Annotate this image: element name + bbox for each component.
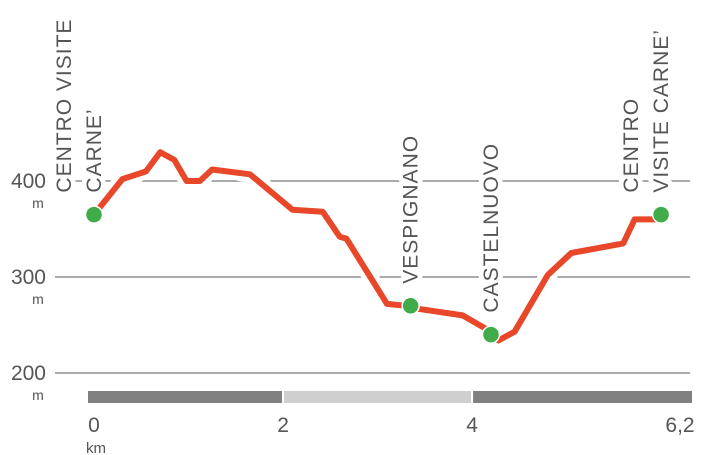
- waypoint-label-halo: VISITE CARNE’: [650, 29, 673, 193]
- y-tick-label-400: 400: [11, 170, 46, 193]
- y-unit-label: m: [32, 195, 44, 211]
- x-unit-label: km: [86, 440, 106, 455]
- scale-bar-segment-1: [88, 391, 283, 403]
- x-axis-ticks: 0 km 2 4 6,2: [86, 414, 695, 455]
- y-unit-label: m: [32, 291, 44, 307]
- waypoint-label-halo: CENTRO VISITE: [53, 19, 76, 193]
- waypoint-label-halo: CASTELNUOVO: [480, 143, 503, 313]
- scale-bar-segment-2: [284, 391, 472, 403]
- x-tick-label-6-2: 6,2: [665, 414, 694, 437]
- x-tick-label-0: 0: [88, 414, 100, 437]
- waypoint-label-1-line-1: CENTRO VISITE: [53, 19, 76, 193]
- waypoint-label-4-line-2: VISITE CARNE’: [650, 29, 673, 193]
- y-axis-ticks: 400 m 300 m 200 m: [11, 170, 46, 403]
- waypoint-label-1-line-2: CARNE’: [83, 108, 106, 192]
- y-tick-label-300: 300: [11, 266, 46, 289]
- waypoint-marker-4: [651, 205, 671, 224]
- waypoint-label-3-line-1: CASTELNUOVO: [480, 143, 503, 313]
- y-unit-label: m: [32, 387, 44, 403]
- elevation-line-halo: [86, 144, 665, 349]
- waypoint-label-4-line-1: CENTRO: [620, 98, 643, 193]
- waypoint-marker-2: [401, 296, 420, 316]
- waypoint-label-halo: VESPIGNANO: [400, 135, 423, 284]
- y-tick-label-200: 200: [11, 362, 46, 385]
- elevation-line: [91, 149, 660, 344]
- x-tick-label-2: 2: [277, 414, 289, 437]
- distance-scale-bar: [88, 391, 692, 403]
- waypoint-label-halo: CENTRO: [620, 98, 643, 193]
- waypoint-label-halo: CARNE’: [83, 108, 106, 192]
- waypoint-marker-3: [481, 325, 501, 344]
- waypoint-marker-1: [84, 205, 104, 224]
- elevation-series: [86, 144, 665, 349]
- waypoint-label-2-line-1: VESPIGNANO: [400, 135, 423, 284]
- scale-bar-segment-3: [473, 391, 692, 403]
- x-tick-label-4: 4: [466, 414, 478, 437]
